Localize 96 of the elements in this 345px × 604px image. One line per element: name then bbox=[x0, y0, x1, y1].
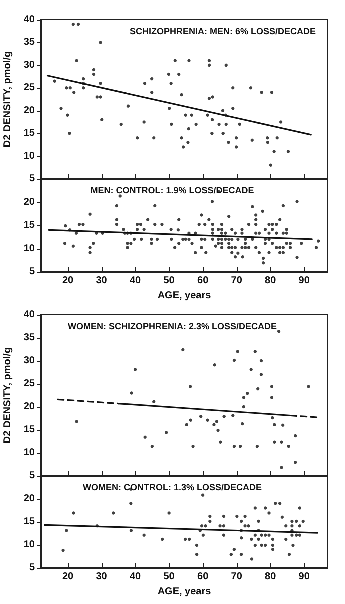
point bbox=[144, 436, 147, 439]
point bbox=[212, 423, 216, 427]
point bbox=[238, 444, 242, 448]
x-axis-title: AGE, years bbox=[158, 290, 212, 302]
y-tick-label: 20 bbox=[24, 196, 36, 208]
point bbox=[232, 358, 236, 362]
point bbox=[182, 348, 185, 352]
y-tick-label: 25 bbox=[24, 378, 36, 390]
point bbox=[192, 444, 195, 448]
y-tick-label: 35 bbox=[24, 37, 36, 48]
point bbox=[242, 396, 246, 400]
x-tick-label: 80 bbox=[265, 276, 277, 286]
point bbox=[287, 444, 290, 448]
y-tick-label: 35 bbox=[24, 332, 36, 344]
text: SCHIZOPHRENIA: MEN: 6% LOSS/DECADE bbox=[130, 26, 316, 36]
point bbox=[250, 368, 253, 372]
point bbox=[294, 461, 298, 464]
point bbox=[270, 385, 274, 388]
point bbox=[242, 405, 246, 409]
y-tick-label: 15 bbox=[24, 516, 36, 528]
y-tick-label: 10 bbox=[24, 150, 36, 162]
point bbox=[236, 350, 240, 354]
point bbox=[246, 392, 250, 396]
x-tick-label: 30 bbox=[96, 572, 108, 582]
x-tick-label: 40 bbox=[130, 572, 142, 582]
x-tick-label: 20 bbox=[62, 572, 74, 582]
y-tick-label: 40 bbox=[24, 14, 36, 26]
point bbox=[277, 330, 281, 334]
point bbox=[188, 385, 192, 388]
point bbox=[260, 359, 264, 363]
x-tick-label: 60 bbox=[198, 276, 210, 286]
point bbox=[232, 414, 235, 418]
y-tick-label: 25 bbox=[24, 82, 36, 94]
x-tick-label: 70 bbox=[231, 572, 243, 582]
point bbox=[213, 364, 216, 367]
point bbox=[222, 415, 226, 418]
x-tick-label: 50 bbox=[164, 572, 176, 582]
x-tick-label: 60 bbox=[198, 572, 210, 582]
x-tick-label: 90 bbox=[298, 572, 310, 582]
y-tick-label: 30 bbox=[24, 60, 36, 71]
point bbox=[232, 444, 236, 448]
point bbox=[130, 392, 134, 395]
x-tick-label: 30 bbox=[96, 276, 108, 286]
y-tick-label: 15 bbox=[24, 220, 36, 231]
point bbox=[185, 423, 188, 427]
y-tick-label: 5 bbox=[29, 174, 36, 184]
point bbox=[256, 387, 260, 391]
point bbox=[270, 396, 274, 400]
y-tick-label: 5 bbox=[29, 266, 36, 278]
point bbox=[280, 440, 284, 444]
text: WOMEN: CONTROL: 1.3% LOSS/DECADE bbox=[82, 482, 262, 492]
y-tick-label: 10 bbox=[24, 448, 36, 458]
point bbox=[189, 418, 193, 422]
point bbox=[260, 373, 264, 376]
y-tick-label: 20 bbox=[24, 105, 36, 116]
y-tick-label: 10 bbox=[24, 243, 36, 254]
point bbox=[307, 385, 310, 388]
point bbox=[273, 423, 276, 427]
point bbox=[216, 428, 220, 432]
point bbox=[281, 424, 285, 427]
x-tick-label: 20 bbox=[62, 276, 74, 286]
text: WOMEN: SCHIZOPHRENIA: 2.3% LOSS/DECADE bbox=[68, 322, 278, 332]
x-tick-label: 80 bbox=[265, 572, 277, 582]
point bbox=[273, 440, 276, 444]
y-tick-label: 10 bbox=[24, 540, 36, 550]
x-tick-label: 90 bbox=[298, 276, 310, 286]
point bbox=[254, 350, 258, 354]
y-tick-label: 20 bbox=[24, 494, 36, 504]
point bbox=[240, 422, 244, 426]
y-tick-label: 30 bbox=[24, 356, 36, 366]
point bbox=[256, 444, 260, 448]
y-tick-label: 5 bbox=[29, 470, 36, 482]
y-tick-label: 15 bbox=[24, 128, 36, 140]
point bbox=[165, 431, 168, 434]
point bbox=[280, 466, 284, 470]
x-tick-label: 40 bbox=[130, 276, 142, 286]
point bbox=[134, 368, 138, 372]
point bbox=[294, 434, 298, 438]
y-axis-title: D2 DENSITY, pmol/g bbox=[2, 51, 14, 148]
y-tick-label: 20 bbox=[24, 402, 36, 412]
y-tick-label: 5 bbox=[29, 562, 36, 574]
point bbox=[75, 420, 78, 424]
point bbox=[215, 420, 219, 424]
point bbox=[152, 400, 156, 404]
point bbox=[206, 418, 210, 422]
y-tick-label: 15 bbox=[24, 424, 36, 436]
point bbox=[199, 415, 203, 418]
point bbox=[271, 416, 274, 420]
y-axis-title: D2 DENSITY, pmol/g bbox=[2, 347, 14, 444]
x-axis-title: AGE, years bbox=[158, 586, 212, 598]
point bbox=[150, 444, 154, 448]
text: MEN: CONTROL: 1.9% LOSS/DECADE bbox=[90, 186, 254, 196]
x-tick-label: 50 bbox=[164, 276, 176, 286]
y-tick-label: 40 bbox=[24, 310, 36, 320]
x-tick-label: 70 bbox=[231, 276, 243, 286]
point bbox=[219, 440, 222, 444]
